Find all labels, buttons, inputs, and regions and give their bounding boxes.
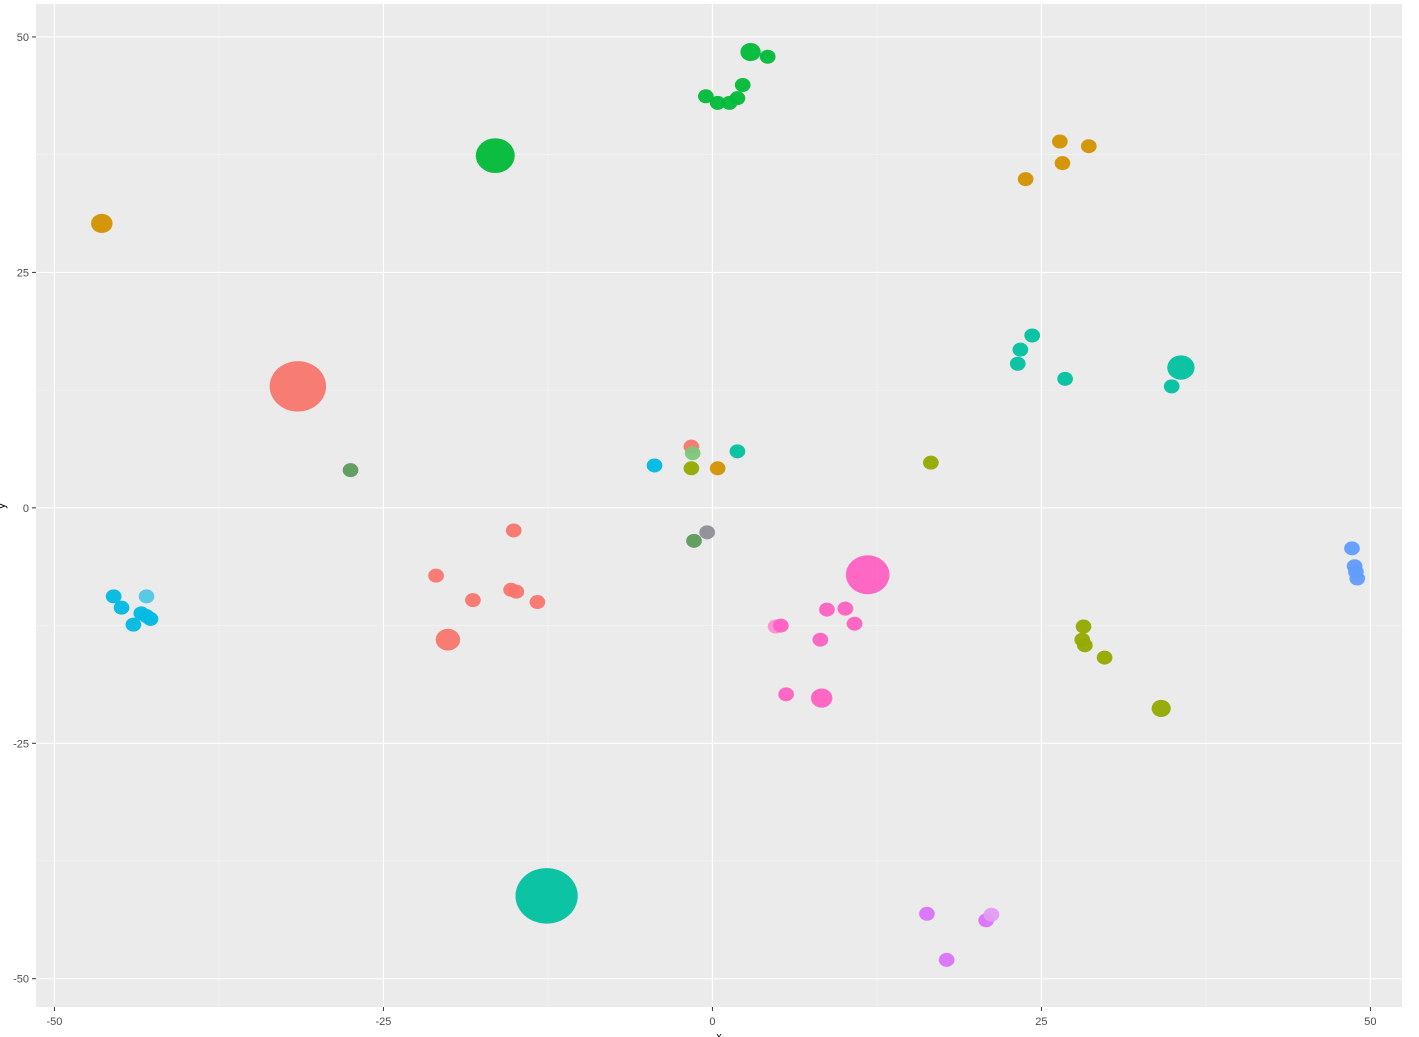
data-point xyxy=(1075,619,1092,634)
data-point xyxy=(684,446,701,461)
data-point xyxy=(1009,356,1026,371)
data-point xyxy=(699,525,715,540)
data-point xyxy=(465,593,481,608)
data-point xyxy=(709,461,726,476)
y-axis: -50 -25 0 25 50 xyxy=(13,32,36,986)
data-point xyxy=(142,611,159,626)
data-point xyxy=(475,138,515,174)
y-axis-title: y xyxy=(0,503,8,509)
data-point xyxy=(1344,541,1360,556)
data-point xyxy=(938,952,955,967)
data-point xyxy=(508,584,525,599)
data-point xyxy=(734,77,751,92)
data-point xyxy=(529,595,546,610)
data-point xyxy=(773,618,789,633)
data-point xyxy=(778,687,794,702)
major-gridlines xyxy=(36,4,1402,1007)
data-point xyxy=(342,463,359,478)
data-points xyxy=(91,42,1366,967)
data-point xyxy=(1349,571,1366,586)
x-axis: -50 -25 0 25 50 xyxy=(46,1007,1377,1028)
data-point xyxy=(686,533,702,548)
data-point xyxy=(515,868,578,924)
data-point xyxy=(505,523,522,538)
data-point xyxy=(740,42,761,62)
data-point xyxy=(812,632,829,647)
y-tick-label: 50 xyxy=(17,32,29,44)
x-tick-label: 0 xyxy=(709,1016,715,1028)
x-tick-label: 25 xyxy=(1035,1016,1047,1028)
x-tick-label: 50 xyxy=(1364,1016,1376,1028)
data-point xyxy=(983,907,1000,922)
data-point xyxy=(125,617,142,632)
data-point xyxy=(683,461,700,476)
data-point xyxy=(1057,371,1073,386)
data-point xyxy=(1012,342,1029,357)
data-point xyxy=(1017,172,1034,187)
data-point xyxy=(269,361,327,412)
data-point xyxy=(435,628,461,651)
data-point xyxy=(1024,328,1041,343)
x-tick-label: -50 xyxy=(46,1016,62,1028)
x-tick-label: -25 xyxy=(375,1016,391,1028)
data-point xyxy=(1151,699,1171,718)
data-point xyxy=(91,213,113,234)
data-point xyxy=(1096,650,1113,665)
data-point xyxy=(1080,139,1097,154)
data-point xyxy=(729,444,746,459)
y-tick-label: 25 xyxy=(17,267,29,279)
data-point xyxy=(819,602,835,617)
data-point xyxy=(919,906,935,921)
data-point xyxy=(113,600,130,615)
data-point xyxy=(1167,355,1195,380)
data-point xyxy=(105,589,122,604)
data-point xyxy=(1163,379,1180,394)
data-point xyxy=(721,95,738,110)
data-point xyxy=(138,589,155,604)
data-point xyxy=(1052,134,1068,149)
data-point xyxy=(698,89,714,104)
y-tick-label: -25 xyxy=(13,738,29,750)
data-point xyxy=(837,601,854,616)
data-point xyxy=(845,555,890,595)
data-point xyxy=(923,455,939,470)
data-point xyxy=(646,458,663,473)
data-point xyxy=(846,616,863,631)
data-point xyxy=(428,568,444,583)
data-point xyxy=(1054,156,1071,171)
x-axis-title: x xyxy=(716,1031,722,1037)
data-point xyxy=(1077,638,1093,653)
plot-panel xyxy=(36,4,1402,1007)
data-point xyxy=(810,688,833,708)
y-tick-label: -50 xyxy=(13,974,29,986)
data-point xyxy=(759,49,776,64)
data-point xyxy=(709,95,726,110)
y-tick-label: 0 xyxy=(23,503,29,515)
